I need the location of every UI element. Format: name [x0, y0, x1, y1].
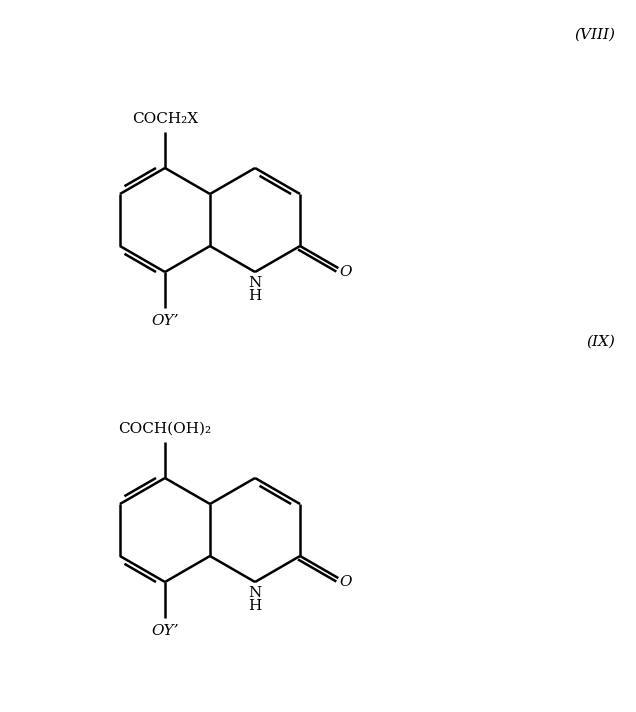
Text: OY’: OY’: [151, 315, 179, 328]
Text: OY’: OY’: [151, 624, 179, 639]
Text: O: O: [339, 265, 352, 279]
Text: COCH₂X: COCH₂X: [132, 112, 198, 125]
Text: COCH(OH)₂: COCH(OH)₂: [118, 422, 212, 436]
Text: N
H: N H: [249, 586, 261, 613]
Text: N
H: N H: [249, 276, 261, 303]
Text: O: O: [339, 575, 352, 589]
Text: (IX): (IX): [586, 335, 615, 349]
Text: (VIII): (VIII): [574, 28, 615, 42]
